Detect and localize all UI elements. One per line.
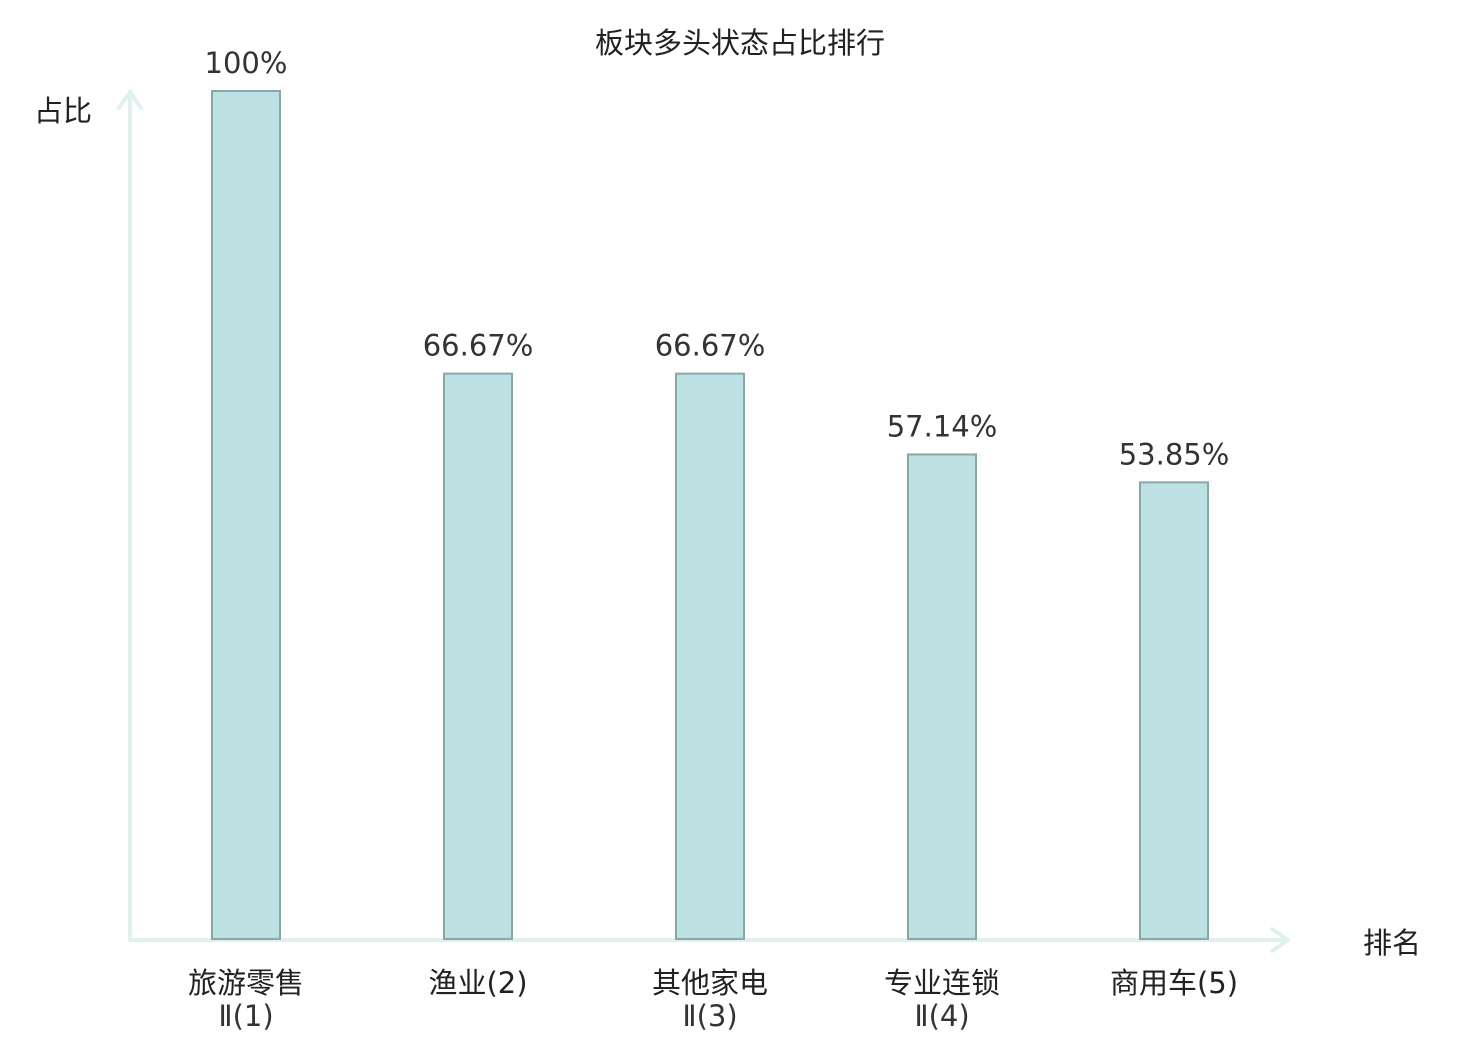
- value-labels-group: 100% 66.67% 66.67% 57.14% 53.85%: [205, 46, 1230, 471]
- bar: [907, 453, 977, 940]
- category-label: 商用车(5): [1110, 966, 1238, 1000]
- category-label: 其他家电: [652, 966, 768, 1000]
- category-label: 专业连锁: [884, 966, 1000, 1000]
- chart-title: 板块多头状态占比排行: [595, 26, 885, 60]
- bar-value-label: 66.67%: [655, 329, 766, 363]
- category-label: 旅游零售: [188, 966, 304, 1000]
- category-label-line2: Ⅱ(4): [914, 999, 969, 1033]
- bars-group: [211, 90, 1209, 940]
- x-axis-arrow: [1270, 927, 1290, 953]
- y-axis-arrow: [117, 90, 143, 110]
- bar: [1139, 481, 1209, 940]
- bar: [211, 90, 281, 940]
- bar: [443, 372, 513, 940]
- y-axis-label: 占比: [34, 94, 92, 128]
- category-label-line2: Ⅱ(3): [682, 999, 737, 1033]
- bar-value-label: 57.14%: [887, 409, 998, 443]
- bar-value-label: 66.67%: [423, 329, 534, 363]
- bar-value-label: 100%: [205, 46, 288, 80]
- category-label-line2: Ⅱ(1): [218, 999, 273, 1033]
- category-label: 渔业(2): [428, 966, 527, 1000]
- x-axis-label: 排名: [1363, 926, 1421, 960]
- bar: [675, 372, 745, 940]
- bar-value-label: 53.85%: [1119, 437, 1230, 471]
